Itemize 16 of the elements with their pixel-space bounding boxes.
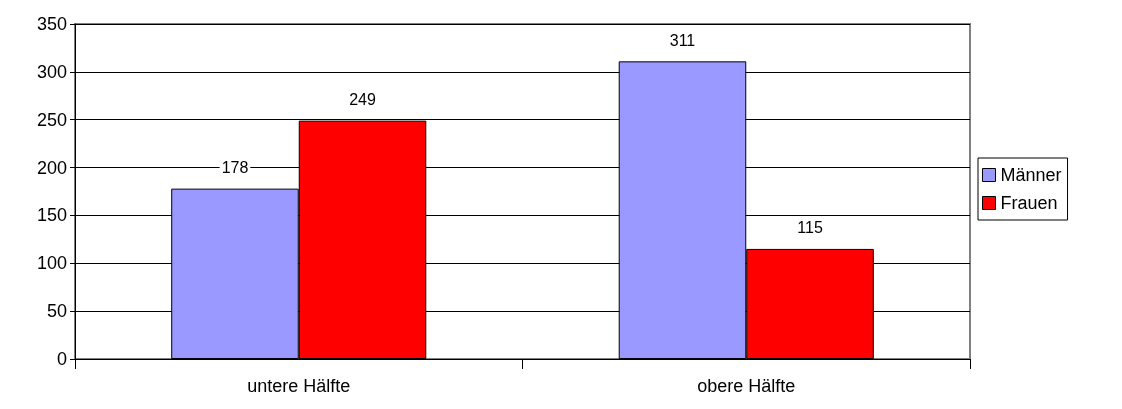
data-label: 115 (797, 219, 823, 237)
y-tick-label: 300 (36, 61, 67, 82)
y-tick-label: 250 (36, 109, 67, 130)
legend-label: Männer (1000, 165, 1062, 185)
y-tick-label: 350 (36, 14, 67, 34)
y-tick-label: 100 (36, 253, 67, 274)
y-tick-label: 50 (46, 301, 67, 322)
y-tick-label: 0 (56, 349, 67, 369)
y-tick-label: 200 (36, 157, 67, 178)
legend-label: Frauen (1000, 193, 1058, 213)
x-tick-label: obere Hälfte (697, 376, 796, 396)
x-tick-label: untere Hälfte (247, 376, 351, 396)
data-label: 249 (349, 91, 376, 109)
y-tick-label: 150 (36, 205, 67, 226)
data-label: 178 (221, 159, 249, 177)
data-label: 311 (669, 31, 696, 49)
